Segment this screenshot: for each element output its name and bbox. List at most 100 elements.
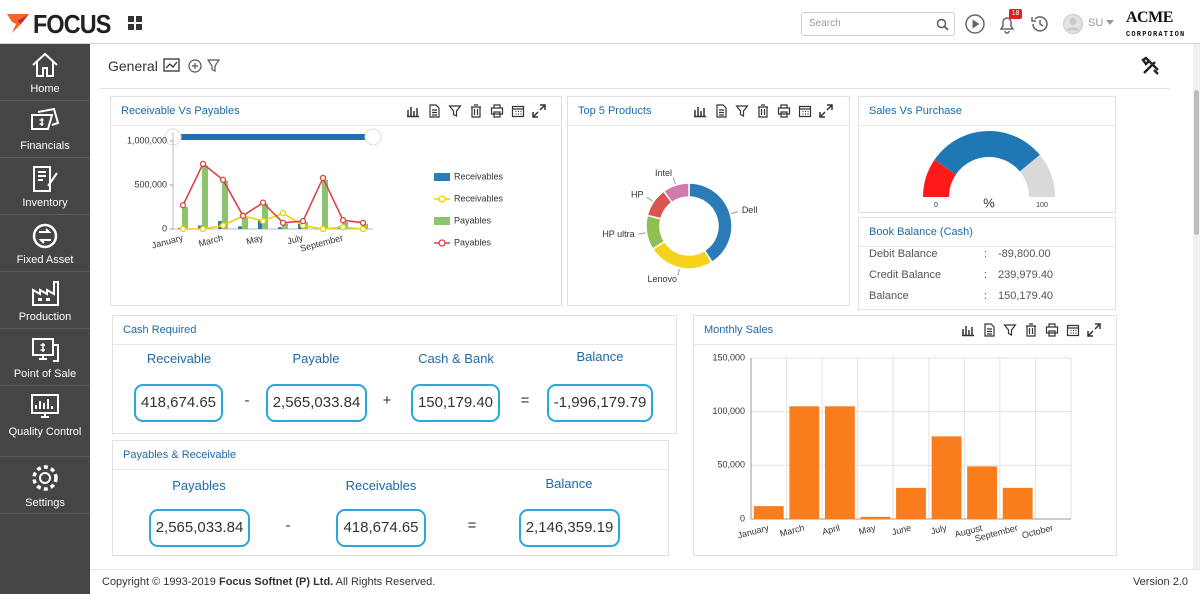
widget-tools[interactable] [693,104,833,118]
widget: Payables & Receivable Payables Receivabl… [112,440,669,556]
toolbar-icons[interactable] [163,58,223,74]
point [259,199,267,206]
nav-label: Production [18,311,72,323]
nav-item[interactable]: Inventory [0,158,90,215]
point [179,202,187,209]
row-label: Debit Balance [869,248,938,260]
widget-tools[interactable] [406,104,546,118]
search-icon [936,18,949,31]
separator: : [984,248,988,260]
copyright: Copyright © 1993-2019 Focus Softnet (P) … [102,576,435,588]
user-avatar[interactable] [1062,13,1084,35]
chart: 0 100% [923,131,1055,210]
play-button[interactable] [964,13,986,35]
company-logo: ACME [1126,9,1173,26]
leader-line [731,211,739,215]
x-tick-label: April [821,523,841,537]
widget: Book Balance (Cash) Debit Balance : -89,… [858,217,1116,310]
leader-line [646,196,653,202]
widget: Sales Vs Purchase 0 100% [858,96,1116,213]
y-tick-label: 0 [162,223,167,233]
item-label: Receivable [146,351,212,366]
legend-swatch [438,195,446,203]
point [219,222,227,229]
widget-title: Receivable Vs Payables [111,97,561,126]
widget-title: Sales Vs Purchase [859,97,1115,126]
apps-button[interactable] [128,16,142,30]
slice-label: Dell [742,205,758,215]
slice [651,240,714,270]
settings-tools[interactable] [1141,56,1161,76]
operator: = [467,517,477,534]
chart: 0 50,000 100,000 150,000 January March April Ma… [712,352,1072,544]
legend-label: Payables [454,237,492,247]
item-label: Payables [172,478,226,493]
x-tick-label: July [286,232,305,246]
point [299,217,307,225]
nav-item[interactable]: Financials [0,101,90,158]
nav-item[interactable]: Settings [0,457,90,514]
nav-icon [32,338,59,362]
legend-label: Receivables [454,193,504,203]
history-button[interactable] [1029,13,1051,35]
x-tick-label: October [1021,523,1055,541]
x-tick-label: September [299,233,344,254]
nav-icon [32,281,59,306]
logo-text: FOCUS [33,9,111,39]
search-box[interactable]: Search [801,12,955,36]
bar [753,506,784,519]
logo-icon [7,14,29,33]
slice [662,182,690,204]
point [219,176,227,183]
widget-title: Book Balance (Cash) [859,218,1115,247]
separator: : [984,290,988,302]
nav-item[interactable]: Production [0,272,90,329]
nav-label: Financials [20,140,70,152]
line [183,212,364,230]
value-box: 150,179.40 [411,384,500,422]
point [199,225,207,233]
bar [282,223,288,229]
slice [645,214,666,251]
point [339,224,347,231]
scrollbar[interactable] [1193,44,1200,570]
point [199,160,207,168]
nav-item[interactable]: Home [0,44,90,101]
notification-badge: 18 [1009,9,1022,19]
x-tick-label: May [858,522,877,536]
x-tick-label: July [930,522,949,536]
nav-label: Fixed Asset [16,254,74,266]
nav-item[interactable]: Fixed Asset [0,215,90,272]
bar [182,207,188,229]
x-tick-label: March [779,523,806,539]
slice [688,182,733,264]
company-logo-sub: CORPORATION [1126,31,1186,39]
leader-line [672,177,676,185]
widget: Cash Required Receivable Payable Cash & … [112,315,677,434]
nav-label: Home [30,83,60,95]
row-value: 150,179.40 [998,290,1054,302]
sidebar: Home Financials Inventory Fixed Asset Pr… [0,44,90,594]
point [179,225,187,233]
nav-label: Settings [25,497,65,509]
bar [202,165,208,229]
nav-item[interactable]: Point of Sale [0,329,90,386]
widget-tools[interactable] [961,323,1101,337]
notifications-button[interactable] [996,13,1018,35]
item-label: Cash & Bank [418,351,494,366]
widget-title: Payables & Receivable [113,441,668,470]
widget: Receivable Vs Payables 0 500,000 1,000,000… [110,96,562,306]
nav-icon [32,52,58,77]
slice-label: HP ultra [602,229,634,239]
nav-item[interactable]: Quality Control [0,386,90,457]
point [339,217,347,224]
operator: + [382,392,392,409]
widget-title: Monthly Sales [694,316,1116,345]
x-tick-label: January [151,232,185,250]
item-label: Payable [292,351,340,366]
nav-icon [31,394,59,418]
user-name[interactable]: SU [1088,17,1104,29]
scroll-thumb[interactable] [1194,90,1199,235]
user-caret[interactable] [1106,20,1114,26]
bar [262,203,268,229]
